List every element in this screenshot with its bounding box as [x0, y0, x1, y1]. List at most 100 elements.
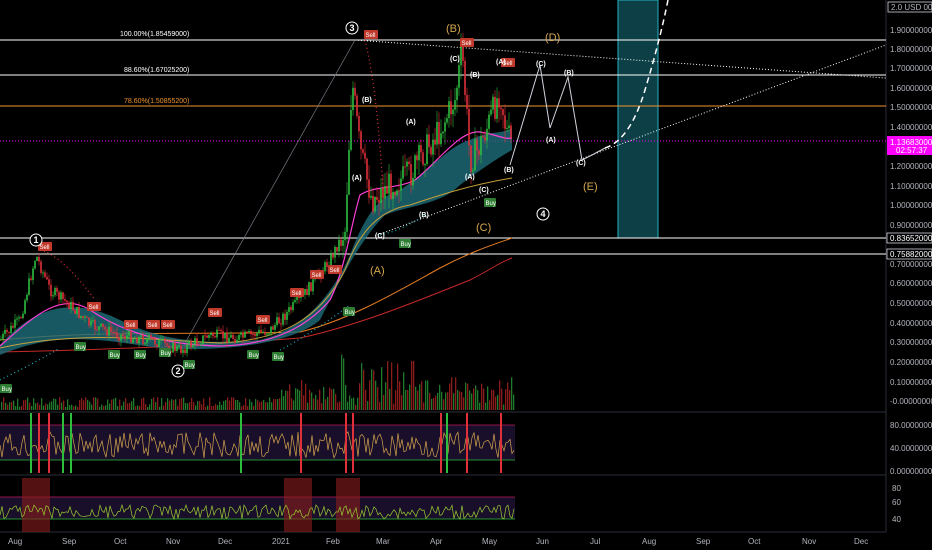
sell-badge[interactable]: Sell: [87, 302, 101, 311]
buy-badge[interactable]: Buy: [399, 239, 411, 248]
candle-body: [100, 323, 102, 327]
candle-body: [174, 342, 176, 352]
candle-body: [86, 316, 88, 318]
sell-badge[interactable]: Sell: [310, 270, 324, 279]
fib-786-label: 78.60%(1.50855200): [124, 98, 189, 105]
candle-body: [196, 338, 198, 345]
wave-label-major-e[interactable]: (E): [583, 181, 598, 193]
sell-badge[interactable]: Sell: [290, 288, 304, 297]
candle-body: [478, 150, 480, 156]
oscillator-2-axis[interactable]: 80 60 40: [892, 484, 901, 524]
wave-label-circled[interactable]: 3: [345, 21, 359, 35]
wave-label-minor[interactable]: (B): [419, 212, 429, 219]
buy-badge[interactable]: Buy: [183, 360, 195, 369]
candle-body: [202, 335, 204, 345]
candle-body: [120, 334, 122, 341]
candle-body: [418, 145, 420, 161]
buy-badge[interactable]: Buy: [74, 342, 86, 351]
wave-label-major-b[interactable]: (B): [446, 23, 461, 35]
volume-bar: [381, 367, 383, 410]
buy-badge[interactable]: Buy: [247, 350, 259, 359]
volume-bar: [53, 398, 55, 410]
sell-badge[interactable]: Sell: [146, 320, 160, 329]
buy-badge[interactable]: Buy: [108, 350, 120, 359]
candle-body: [78, 306, 80, 318]
candle-body: [230, 334, 232, 338]
wave-label-minor[interactable]: (B): [362, 97, 372, 104]
candle-body: [344, 231, 346, 241]
sell-badge[interactable]: Sell: [501, 58, 515, 67]
buy-badge[interactable]: Buy: [0, 384, 12, 393]
candle-body: [376, 196, 378, 200]
volume-bar: [3, 397, 5, 410]
candle-body: [330, 254, 332, 267]
candle-body: [458, 65, 460, 88]
buy-badge[interactable]: Buy: [343, 307, 355, 316]
volume-bar: [483, 388, 485, 410]
wave-label-minor[interactable]: (B): [564, 70, 574, 77]
wave-label-minor[interactable]: (A): [465, 174, 475, 181]
candle-body: [354, 87, 356, 96]
volume-bar: [21, 405, 23, 410]
volume-bar: [477, 390, 479, 410]
sell-badge[interactable]: Sell: [364, 30, 378, 39]
wave-label-major-a[interactable]: (A): [370, 265, 385, 277]
wave-label-minor[interactable]: (C): [479, 187, 489, 194]
price-tick: 1.70000000: [890, 64, 932, 73]
sell-badge[interactable]: Sell: [161, 320, 175, 329]
svg-text:Buy: Buy: [110, 353, 120, 359]
time-axis[interactable]: Aug Sep Oct Nov Dec 2021 Feb Mar Apr May…: [8, 537, 868, 546]
wave-label-minor[interactable]: (A): [496, 59, 506, 66]
wave-label-minor[interactable]: (A): [352, 175, 362, 182]
candle-body: [30, 278, 32, 280]
volume-bar: [423, 402, 425, 410]
candle-body: [268, 333, 270, 335]
buy-badge[interactable]: Buy: [484, 198, 496, 207]
price-axis-top-box: [887, 1, 932, 13]
price-axis[interactable]: 2.0 USD 00 1.90000000 1.80000000 1.70000…: [886, 1, 932, 406]
fibonacci-levels: 100.00%(1.85459000) 88.60%(1.67025200) 7…: [0, 31, 886, 255]
volume-bar: [395, 390, 397, 410]
wave-label-minor[interactable]: (C): [375, 233, 385, 240]
wave-label-minor[interactable]: (B): [470, 72, 480, 79]
wave-label-circled[interactable]: 1: [29, 233, 43, 247]
wave-label-major-d[interactable]: (D): [545, 32, 560, 44]
breakout-projection[interactable]: [604, 0, 669, 149]
sell-badge[interactable]: Sell: [256, 315, 270, 324]
oscillator-1-axis[interactable]: 80.00000000 40.00000000 0.00000000: [890, 421, 932, 476]
buy-badge[interactable]: Buy: [134, 350, 146, 359]
sell-badge[interactable]: Sell: [208, 308, 222, 317]
candle-body: [164, 338, 166, 344]
wave-label-minor[interactable]: (C): [536, 61, 546, 68]
volume-bar: [371, 369, 373, 410]
oscillator-1: [0, 413, 515, 473]
volume-bar: [135, 406, 137, 410]
buy-badge[interactable]: Buy: [272, 352, 284, 361]
candle-body: [200, 344, 202, 346]
candle-body: [98, 326, 100, 330]
wave-label-circled[interactable]: 4: [536, 207, 550, 221]
wave-projection-path[interactable]: [509, 64, 606, 166]
sell-badge[interactable]: Sell: [124, 320, 138, 329]
candle-body: [248, 330, 250, 332]
wave-label-minor[interactable]: (A): [546, 137, 556, 144]
long-trend-line[interactable]: [179, 39, 356, 353]
buy-badge[interactable]: Buy: [159, 348, 171, 357]
lower-trendline[interactable]: [374, 44, 887, 237]
wave-label-minor[interactable]: (C): [576, 160, 586, 167]
svg-text:1: 1: [34, 235, 39, 245]
osc2-line: [0, 503, 515, 521]
wave-label-circled[interactable]: 2: [171, 364, 185, 378]
sell-badge[interactable]: Sell: [38, 242, 52, 251]
wave-label-major-c[interactable]: (C): [476, 222, 491, 234]
candle-body: [434, 139, 436, 145]
wave-label-minor[interactable]: (A): [406, 119, 416, 126]
wave-label-minor[interactable]: (B): [504, 167, 514, 174]
sell-badge[interactable]: Sell: [460, 38, 474, 47]
wave-label-minor[interactable]: (C): [450, 56, 460, 63]
svg-text:Buy: Buy: [274, 355, 284, 361]
target-zone-box[interactable]: [617, 0, 659, 239]
sell-badge[interactable]: Sell: [328, 265, 342, 274]
volume-bar: [245, 398, 247, 410]
